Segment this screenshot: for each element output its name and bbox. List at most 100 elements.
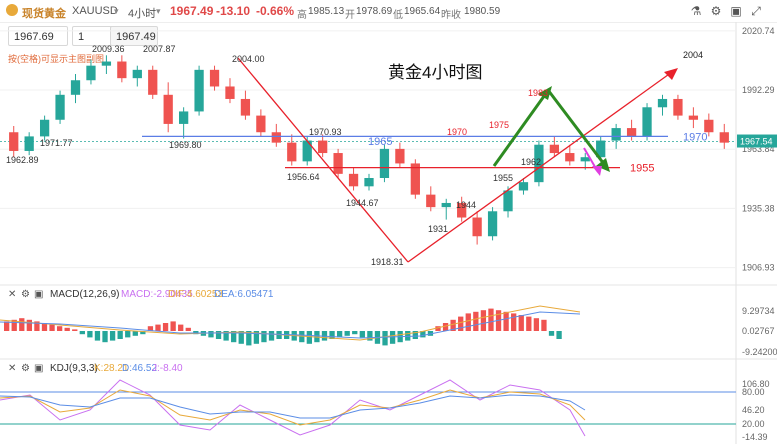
- macd-histogram-bar: [465, 313, 471, 331]
- macd-histogram-bar: [117, 331, 123, 339]
- macd-histogram-bar: [208, 331, 214, 338]
- symbol-dropdown-icon[interactable]: ▾: [114, 6, 119, 16]
- price-tick-label: 2020.74: [742, 26, 775, 36]
- symbol-name-cn[interactable]: 现货黄金: [22, 8, 66, 20]
- candle-body: [518, 182, 529, 191]
- macd-histogram-bar: [49, 324, 55, 331]
- candle-body: [472, 217, 482, 237]
- macd-histogram-bar: [147, 326, 154, 331]
- price-label: 1955: [493, 173, 513, 183]
- macd-histogram-bar: [64, 327, 70, 331]
- price-tick-label: 1906.93: [742, 263, 775, 273]
- candle-body: [240, 98, 251, 116]
- candle-body: [117, 61, 127, 79]
- macd-histogram-bar: [140, 331, 146, 335]
- candle: [441, 198, 451, 220]
- macd-histogram-bar: [541, 319, 547, 331]
- kdj-k: K:28.21: [94, 363, 129, 374]
- candle: [148, 65, 158, 99]
- price-label: 1944.67: [346, 198, 379, 208]
- hide-kdj-icon[interactable]: ▣: [34, 363, 44, 374]
- symbol-code[interactable]: XAUUSD: [72, 5, 118, 17]
- settings-icon[interactable]: ⚙: [710, 4, 722, 18]
- candle: [704, 113, 714, 137]
- candle-body: [565, 153, 575, 162]
- macd-histogram-bar: [442, 323, 449, 331]
- candle: [719, 123, 729, 149]
- price-axis: 2020.74 1992.29 1963.84 1935.38 1906.93 1967.…: [737, 26, 777, 273]
- candle: [101, 55, 112, 74]
- candle-body: [503, 190, 513, 212]
- candle: [163, 82, 173, 133]
- candle: [132, 65, 142, 87]
- macd-histogram-bar: [268, 331, 275, 341]
- low-value: 1965.64: [404, 6, 441, 17]
- timeframe-dropdown-icon[interactable]: ▾: [156, 6, 161, 16]
- hide-macd-icon[interactable]: ▣: [34, 289, 44, 300]
- price-levels: 1970 1965 1955: [142, 131, 707, 175]
- price-change-pct: -0.66%: [256, 4, 295, 18]
- candle-body: [302, 140, 312, 162]
- macd-histogram-bar: [511, 313, 517, 331]
- candle: [549, 136, 559, 158]
- candle-body: [287, 142, 297, 162]
- macd-histogram-bar: [420, 331, 426, 338]
- macd-histogram-bar: [261, 331, 267, 343]
- candle-body: [179, 111, 189, 124]
- fullscreen-icon[interactable]: ⤢: [751, 4, 761, 18]
- timeframe-selector[interactable]: 4小时: [128, 8, 157, 20]
- current-price: 1967.49: [170, 4, 214, 18]
- price-label: 1971.77: [40, 138, 73, 148]
- macd-histogram-bar: [170, 321, 176, 331]
- candle-body: [580, 157, 590, 162]
- macd-histogram-bar: [314, 331, 320, 343]
- candle-body: [704, 119, 714, 133]
- candle-body: [163, 94, 173, 124]
- candle-body: [148, 69, 158, 95]
- high-value: 1985.13: [308, 6, 345, 17]
- candle: [688, 107, 699, 129]
- macd-histogram-bar: [79, 331, 85, 335]
- candle-body: [209, 69, 220, 87]
- close-macd-icon[interactable]: ✕: [8, 289, 17, 300]
- current-price-tag: [737, 134, 777, 148]
- macd-dea: DEA:6.05471: [214, 289, 274, 300]
- macd-histogram-bar: [178, 324, 184, 331]
- candle-body: [379, 148, 390, 178]
- kdj-tick-label: 80.00: [742, 387, 765, 397]
- macd-histogram-bar: [367, 331, 373, 341]
- macd-histogram-bar: [526, 316, 532, 331]
- kdj-tick-label: 106.80: [742, 379, 770, 389]
- macd-histogram-bar: [329, 331, 335, 339]
- candle: [487, 207, 498, 241]
- settings-kdj-icon[interactable]: ⚙: [21, 363, 30, 374]
- chart-title-annotation: 黄金4小时图: [388, 63, 483, 82]
- candle: [565, 144, 575, 166]
- macd-histogram-bar: [480, 310, 487, 331]
- candle: [364, 173, 374, 191]
- macd-histogram-bar: [162, 323, 169, 331]
- candle: [24, 132, 34, 156]
- price-label: 2007.87: [143, 44, 176, 54]
- candle: [472, 211, 482, 245]
- camera-icon[interactable]: ▣: [730, 4, 742, 18]
- macd-histogram-bar: [458, 316, 464, 331]
- macd-histogram-bar: [359, 331, 365, 338]
- candle: [333, 148, 343, 178]
- kdj-j-line: [0, 379, 586, 437]
- indicator-icon[interactable]: ⚗: [690, 4, 702, 18]
- candle: [657, 94, 668, 116]
- candle-body: [55, 94, 65, 120]
- candle-body: [688, 115, 699, 120]
- kdj-d-line: [0, 394, 586, 419]
- candle-body: [673, 98, 683, 116]
- candle: [287, 134, 297, 166]
- green-arrow-down: [546, 89, 606, 165]
- green-arrow-up-head: [538, 86, 552, 100]
- close-kdj-icon[interactable]: ✕: [8, 363, 17, 374]
- macd-histogram-bar: [125, 331, 131, 338]
- price-tick-label: 1992.29: [742, 85, 775, 95]
- settings-macd-icon[interactable]: ⚙: [21, 289, 30, 300]
- candle-body: [611, 128, 621, 141]
